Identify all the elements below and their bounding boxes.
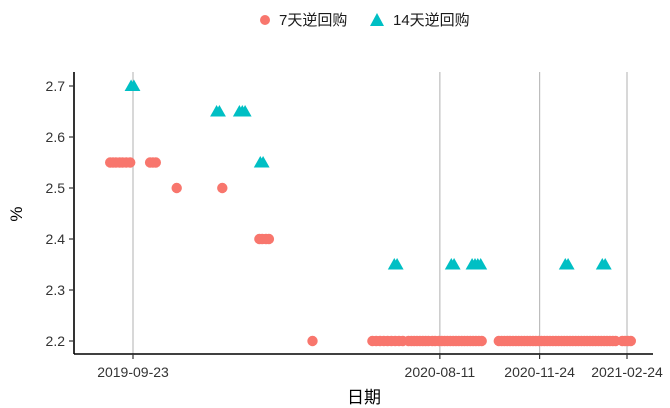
legend-label-series-1: 7天逆回购 [279,12,347,29]
y-tick-label: 2.5 [46,180,66,196]
data-point-14-day [561,258,575,270]
data-point-7-day [125,157,136,168]
data-point-7-day [476,335,487,347]
legend: 7天逆回购 14天逆回购 [260,12,470,29]
y-tick-label: 2.3 [46,282,66,298]
x-tick-label: 2020-11-24 [504,364,575,380]
series-14-day-points [124,79,612,270]
data-point-14-day [474,258,488,270]
data-point-14-day [256,156,270,168]
data-point-7-day [625,335,636,347]
data-point-7-day [150,157,161,168]
x-tick-label: 2020-08-11 [405,364,476,380]
data-point-14-day [598,258,612,270]
data-point-7-day [171,182,182,194]
x-axis-title: 日期 [347,388,381,407]
x-tick-label: 2021-02-24 [591,364,663,380]
data-point-7-day [217,182,228,194]
x-tick-label: 2019-09-23 [97,364,169,380]
series-7-day-points [105,157,636,347]
y-tick-label: 2.7 [46,78,66,94]
data-point-14-day [127,79,141,91]
data-point-7-day [263,233,275,245]
data-point-14-day [212,105,226,117]
data-point-7-day [307,335,318,347]
y-tick-label: 2.2 [46,333,66,349]
data-point-14-day [238,105,252,117]
y-axis-ticks: 2.2 2.3 2.4 2.5 2.6 2.7 [46,78,74,349]
legend-marker-series-1 [260,15,270,25]
legend-label-series-2: 14天逆回购 [393,12,470,29]
y-tick-label: 2.4 [46,231,66,247]
data-point-14-day [447,258,461,270]
x-axis-ticks: 2019-09-23 2020-08-11 2020-11-24 2021-02-24 [97,354,663,380]
y-tick-label: 2.6 [46,129,66,145]
legend-marker-series-2 [370,13,384,26]
vertical-gridlines [132,72,628,354]
data-point-14-day [390,258,404,270]
y-axis-title: % [7,206,26,221]
